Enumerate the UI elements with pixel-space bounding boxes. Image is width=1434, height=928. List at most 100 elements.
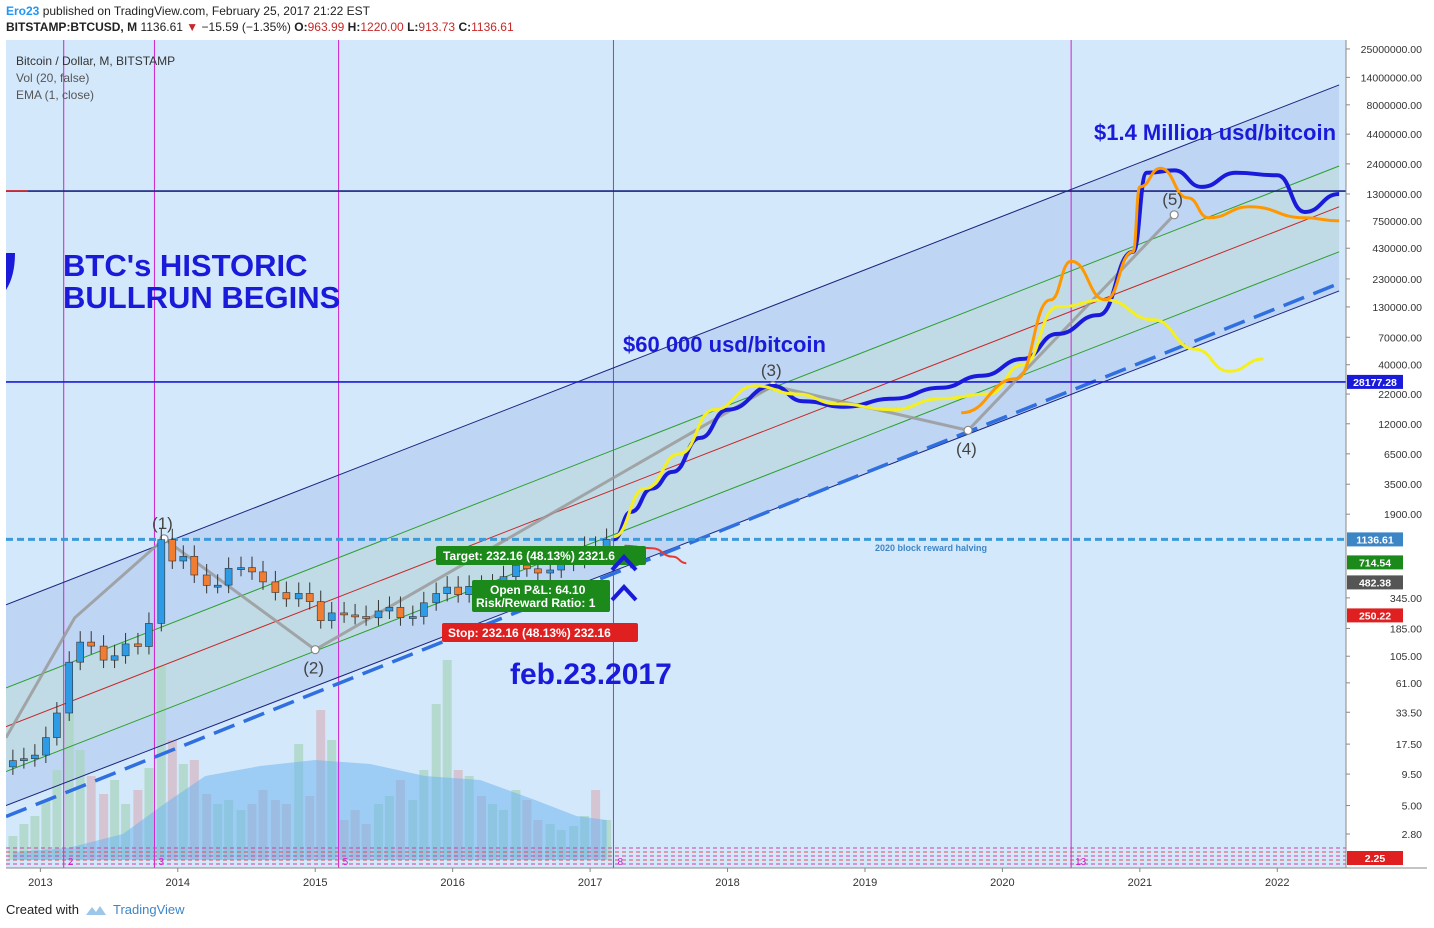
million-annotation: $1.4 Million usd/bitcoin	[1094, 120, 1336, 145]
wave-node	[1169, 210, 1179, 220]
candle-body	[9, 760, 17, 768]
y-tick-label: 185.00	[1390, 623, 1422, 635]
volume-bar	[99, 794, 109, 860]
chart-header: Ero23 published on TradingView.com, Febr…	[6, 3, 1426, 35]
candle-body	[271, 581, 280, 593]
channel-upper-line	[6, 84, 1340, 606]
candle-body	[523, 564, 531, 570]
up-arrow-icon	[610, 554, 638, 572]
candle-body	[110, 655, 119, 661]
halving-annotation: 2020 block reward halving	[875, 543, 987, 553]
y-tick-label: 2400000.00	[1367, 159, 1423, 171]
close-label: C:	[458, 20, 472, 34]
bottom-dashed-levels	[6, 847, 1346, 865]
annotation-text: Bitcoin / Dollar, M, BITSTAMP Vol (20, f…	[6, 54, 1336, 691]
price-tag-box	[1347, 532, 1403, 547]
candle-body	[385, 607, 394, 612]
candle-body	[248, 567, 256, 573]
chart-area[interactable]: Target: 232.16 (48.13%) 2321.6 Open P&L:…	[6, 40, 1427, 890]
candle-body	[53, 712, 61, 738]
wave-label: (1)	[152, 514, 173, 533]
x-tick-label: 2014	[166, 877, 190, 889]
close-value: 1136.61	[471, 20, 514, 34]
y-tick-label: 9.50	[1402, 769, 1423, 781]
volume-bar	[86, 776, 96, 860]
price-tag-box	[1347, 851, 1403, 865]
y-tick-label: 345.00	[1390, 593, 1422, 605]
y-tick-label: 61.00	[1396, 678, 1422, 690]
price-tag-label: 482.38	[1359, 577, 1391, 589]
cycle-label: 3	[158, 857, 164, 868]
legend-symbol: Bitcoin / Dollar, M, BITSTAMP	[16, 54, 175, 68]
candle-body	[213, 584, 222, 588]
y-tick-label: 22000.00	[1378, 389, 1422, 401]
ohlc-line: BITSTAMP:BTCUSD, M 1136.61 ▼ −15.59 (−1.…	[6, 19, 1426, 35]
position-tool[interactable]: Target: 232.16 (48.13%) 2321.6 Open P&L:…	[436, 546, 646, 642]
volume-bar	[52, 770, 62, 860]
y-tick-label: 14000000.00	[1361, 72, 1422, 84]
y-tick-label: 2.80	[1402, 829, 1423, 841]
candle-body	[362, 616, 370, 619]
price-axis[interactable]: 25000000.00 14000000.00 8000000.00 4400000.…	[1345, 40, 1427, 868]
y-tick-label: 12000.00	[1378, 419, 1422, 431]
volume-bar	[19, 824, 29, 860]
y-tick-label: 105.00	[1390, 651, 1422, 663]
target-label: Target: 232.16 (48.13%) 2321.6	[443, 549, 615, 563]
price-tag-label: 1136.61	[1356, 534, 1394, 546]
low-value: 913.73	[418, 20, 456, 34]
wave-labels: (1) (2) (3) (4) (5)	[152, 190, 1183, 678]
symbol-label: BITSTAMP:BTCUSD, M	[6, 20, 138, 34]
candle-body	[294, 593, 303, 600]
target-box[interactable]	[436, 546, 646, 565]
sixty-k-annotation: $60 000 usd/bitcoin	[623, 332, 826, 357]
pnl-label: Open P&L: 64.10	[490, 583, 586, 597]
cycle-label: 2	[68, 857, 74, 868]
price-tag-label: 28177.28	[1353, 377, 1397, 389]
channel-mid-line	[6, 206, 1340, 728]
tradingview-logo-icon	[85, 905, 106, 915]
author-link[interactable]: Ero23	[6, 4, 40, 18]
candlesticks	[9, 528, 611, 775]
time-axis[interactable]: 2013 2014 2015 2016 2017 2018 2019 2020 2021 2022	[6, 867, 1427, 890]
volume-bar	[442, 660, 452, 860]
candle-body	[282, 592, 291, 600]
candle-body	[190, 555, 199, 576]
price-tag-label: 250.22	[1359, 610, 1391, 622]
cycle-label: 5	[343, 857, 349, 868]
volume-bar	[64, 680, 74, 860]
down-arrow-icon: ▼	[186, 20, 199, 34]
publish-line: Ero23 published on TradingView.com, Febr…	[6, 3, 1426, 19]
candle-body	[534, 568, 542, 574]
volume-bars	[8, 660, 612, 860]
price-tag-box	[1347, 575, 1403, 590]
candle-body	[121, 643, 130, 657]
stop-box[interactable]	[442, 623, 638, 642]
candle-body	[259, 571, 267, 583]
candle-body	[224, 567, 233, 586]
wave-label: (4)	[956, 439, 977, 458]
stop-label: Stop: 232.16 (48.13%) 232.16	[448, 626, 611, 640]
y-tick-label: 4400000.00	[1367, 129, 1423, 141]
price-tag-box	[1347, 608, 1403, 623]
x-tick-label: 2019	[853, 877, 877, 889]
candle-body	[179, 555, 188, 562]
x-tick-label: 2020	[990, 877, 1014, 889]
candle-body	[374, 610, 383, 619]
historic-title-line2: BULLRUN BEGINS	[63, 280, 340, 315]
up-arrow-icon	[610, 584, 638, 602]
candle-body	[327, 612, 336, 621]
candle-body	[42, 737, 50, 756]
price-chart[interactable]: Target: 232.16 (48.13%) 2321.6 Open P&L:…	[6, 40, 1427, 890]
horizontal-levels	[6, 190, 1346, 541]
candle-body	[157, 539, 166, 624]
candle-body	[31, 754, 39, 759]
x-tick-label: 2016	[440, 877, 464, 889]
channel-green-lower-line	[6, 251, 1340, 773]
candle-body	[65, 661, 74, 714]
date-annotation: feb.23.2017	[510, 658, 672, 691]
pnl-box[interactable]	[472, 580, 610, 612]
candle-body	[237, 567, 245, 570]
x-tick-label: 2021	[1128, 877, 1152, 889]
candle-body	[408, 616, 417, 619]
tradingview-link[interactable]: TradingView	[112, 902, 185, 917]
